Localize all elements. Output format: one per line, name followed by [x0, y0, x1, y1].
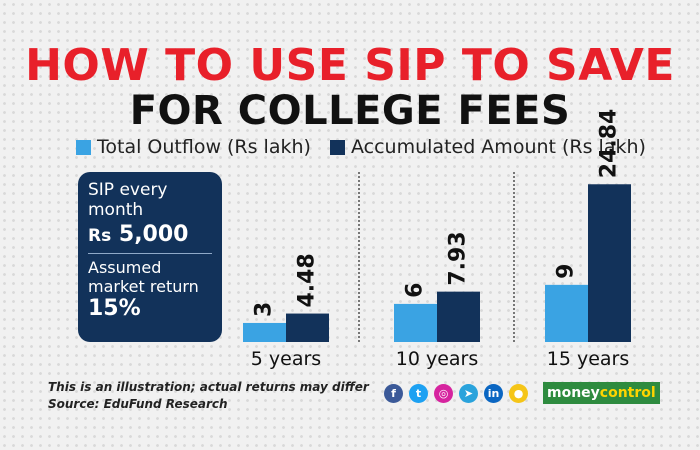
value-label-accumulated-amount-2: 7.93: [446, 231, 471, 285]
bar-total-outflow-3: [545, 284, 588, 342]
x-label-2: 10 years: [396, 348, 479, 370]
twitter-icon[interactable]: t: [409, 384, 428, 403]
disclaimer-note: This is an illustration; actual returns …: [48, 380, 369, 394]
sip-amount-value: 5,000: [118, 222, 189, 247]
group-divider-1: [358, 172, 360, 342]
group-divider-2: [513, 172, 515, 342]
legend-unit-total-outflow: (Rs lakh): [227, 136, 311, 158]
legend-label-accumulated-amount: Accumulated Amount: [351, 136, 556, 158]
sip-amount: Rs 5,000: [88, 222, 222, 247]
assumed-return-text: Assumed market return: [88, 258, 199, 296]
value-label-accumulated-amount-3: 24.84: [597, 109, 622, 179]
legend-accumulated-amount: Accumulated Amount (Rs lakh): [330, 136, 646, 158]
value-label-total-outflow-1: 3: [252, 302, 277, 317]
x-label-3: 15 years: [547, 348, 630, 370]
info-divider: [88, 253, 212, 254]
instagram-icon[interactable]: ◎: [434, 384, 453, 403]
legend-swatch-dark: [330, 139, 345, 155]
linkedin-icon[interactable]: in: [484, 384, 503, 403]
legend-total-outflow: Total Outflow (Rs lakh): [76, 136, 311, 158]
social-icons: f t ◎ ➤ in ●: [384, 384, 528, 403]
brand-part-1: money: [547, 385, 600, 401]
assumed-return-value: 15%: [88, 296, 141, 321]
legend-label-total-outflow: Total Outflow: [97, 136, 221, 158]
sip-frequency-text: SIP every month: [88, 180, 168, 220]
source-note: Source: EduFund Research: [48, 397, 228, 411]
bar-accumulated-amount-2: [437, 291, 480, 342]
sip-info-box: SIP every month Rs 5,000 Assumed market …: [78, 172, 222, 342]
value-label-total-outflow-3: 9: [554, 264, 579, 279]
brand-part-2: control: [599, 385, 656, 401]
legend-swatch-light: [76, 139, 91, 155]
bar-accumulated-amount-3: [588, 184, 631, 342]
sip-amount-prefix: Rs: [88, 226, 112, 246]
moneycontrol-logo: moneycontrol: [543, 382, 660, 404]
title-line-2: FOR COLLEGE FEES: [129, 88, 571, 134]
bar-total-outflow-2: [394, 303, 437, 342]
koo-icon[interactable]: ●: [509, 384, 528, 403]
value-label-accumulated-amount-1: 4.48: [295, 253, 320, 307]
legend-unit-accumulated-amount: (Rs lakh): [561, 136, 646, 158]
telegram-icon[interactable]: ➤: [459, 384, 478, 403]
value-label-total-outflow-2: 6: [403, 283, 428, 298]
x-label-1: 5 years: [251, 348, 321, 370]
bar-accumulated-amount-1: [286, 313, 329, 342]
title-line-1: HOW TO USE SIP TO SAVE: [25, 40, 675, 91]
facebook-icon[interactable]: f: [384, 384, 403, 403]
bar-total-outflow-1: [243, 322, 286, 342]
